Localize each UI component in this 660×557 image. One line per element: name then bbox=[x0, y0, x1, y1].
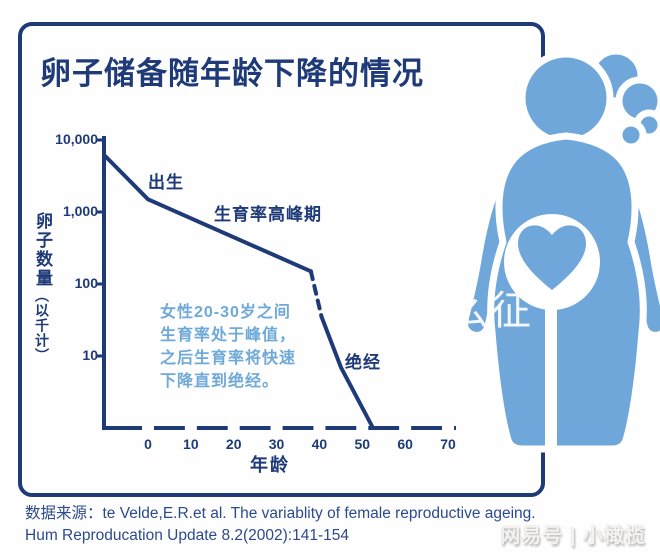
fertility-curve-segment bbox=[308, 269, 324, 319]
y-tick-label: 10 bbox=[82, 347, 98, 363]
fertility-curve-segment bbox=[103, 153, 313, 274]
y-axis-title-main: 卵子数量 bbox=[33, 212, 52, 288]
page-title: 卵子储备随年龄下降的情况 bbox=[40, 56, 424, 91]
fertility-curve-segment bbox=[319, 314, 375, 430]
source-citation: 数据来源：te Velde,E.R.et al. The variablity … bbox=[25, 503, 536, 547]
fertility-note-text: 女性20-30岁之间 生育率处于峰值， 之后生育率将快速 下降直到绝经。 bbox=[160, 301, 296, 393]
y-tick-label: 10,000 bbox=[55, 131, 98, 147]
head-icon bbox=[518, 50, 614, 146]
source-line-2: Hum Reproducation Update 8.2(2002):141-1… bbox=[25, 527, 349, 544]
peak-fertility-annotation: 生育率高峰期 bbox=[214, 205, 322, 224]
ponytail-curl-icon bbox=[615, 119, 647, 151]
fertility-note-line: 生育率处于峰值， bbox=[160, 327, 297, 344]
menopause-annotation: 绝经 bbox=[345, 353, 381, 372]
x-tick-label: 60 bbox=[397, 436, 413, 452]
x-tick-label: 40 bbox=[311, 436, 328, 452]
y-tick-label: 1,000 bbox=[62, 203, 98, 219]
site-watermark: 网易号 | 小橄榄 bbox=[500, 525, 646, 547]
x-tick-label: 20 bbox=[225, 436, 242, 452]
leg-gap bbox=[545, 300, 557, 452]
x-tick-label: 70 bbox=[440, 436, 456, 452]
y-tick-label: 100 bbox=[74, 275, 98, 291]
y-axis-title: 卵子数量（以千计） bbox=[33, 212, 52, 397]
fertility-note-line: 下降直到绝经。 bbox=[160, 373, 280, 390]
center-watermark: 么征 bbox=[448, 289, 534, 333]
x-tick-label: 50 bbox=[354, 436, 371, 452]
birth-annotation: 出生 bbox=[148, 173, 184, 192]
fertility-note-line: 女性20-30岁之间 bbox=[160, 304, 291, 321]
x-axis-title: 年龄 bbox=[250, 455, 290, 475]
source-line-1: 数据来源：te Velde,E.R.et al. The variablity … bbox=[25, 505, 536, 522]
x-tick-label: 10 bbox=[183, 436, 199, 452]
x-tick-label: 30 bbox=[268, 436, 285, 452]
x-tick-label: 0 bbox=[144, 436, 152, 452]
y-axis-title-sub: （以千计） bbox=[34, 288, 50, 363]
fertility-note-line: 之后生育率将快速 bbox=[160, 350, 297, 367]
heart-icon bbox=[517, 225, 587, 290]
